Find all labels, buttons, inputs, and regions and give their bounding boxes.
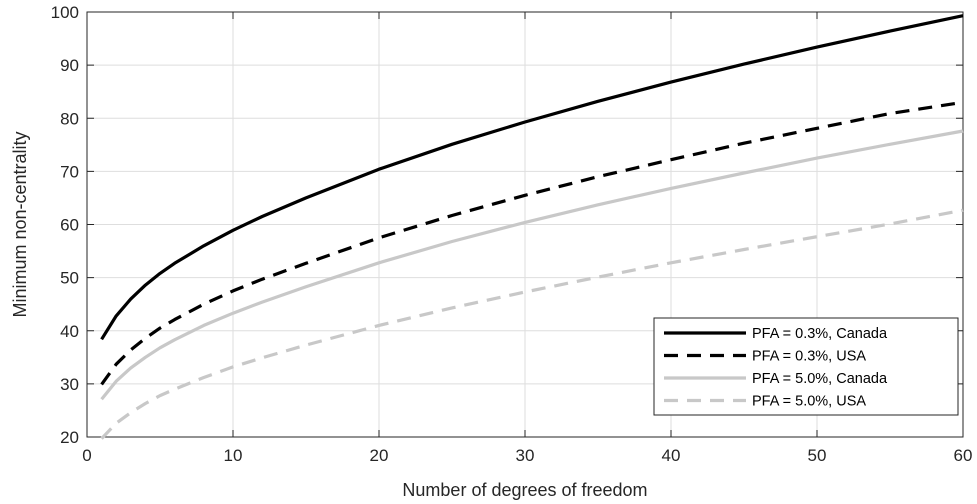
y-tick-label: 80 <box>60 109 79 128</box>
legend-label-2: PFA = 0.3%, USA <box>752 349 866 365</box>
y-tick-label: 30 <box>60 375 79 394</box>
legend-label-4: PFA = 5.0%, USA <box>752 394 866 410</box>
x-tick-label: 20 <box>370 446 389 465</box>
y-tick-label: 100 <box>51 3 79 22</box>
y-tick-label: 40 <box>60 322 79 341</box>
series-line-3 <box>100 129 964 401</box>
y-tick-label: 70 <box>60 162 79 181</box>
y-tick-label: 50 <box>60 269 79 288</box>
legend: PFA = 0.3%, Canada PFA = 0.3%, USA PFA = 5… <box>653 317 959 416</box>
x-axis-label: Number of degrees of freedom <box>402 480 647 500</box>
series-line-2 <box>100 100 964 386</box>
y-tick-label: 60 <box>60 216 79 235</box>
axis-ticks: 0 10 20 30 40 50 60 20 30 40 50 60 70 80 90 100 <box>51 3 973 465</box>
series-line-1 <box>100 14 964 341</box>
x-tick-label: 10 <box>224 446 243 465</box>
series-line-4 <box>100 208 964 440</box>
x-tick-label: 50 <box>808 446 827 465</box>
y-axis-label: Minimum non-centrality <box>10 131 30 317</box>
y-tick-label: 90 <box>60 56 79 75</box>
x-tick-label: 30 <box>516 446 535 465</box>
y-tick-label: 20 <box>60 428 79 447</box>
x-tick-label: 60 <box>954 446 973 465</box>
legend-label-3: PFA = 5.0%, Canada <box>752 371 888 387</box>
legend-label-1: PFA = 0.3%, Canada <box>752 326 888 342</box>
x-tick-label: 0 <box>82 446 91 465</box>
series-lines <box>100 14 964 440</box>
x-tick-label: 40 <box>662 446 681 465</box>
